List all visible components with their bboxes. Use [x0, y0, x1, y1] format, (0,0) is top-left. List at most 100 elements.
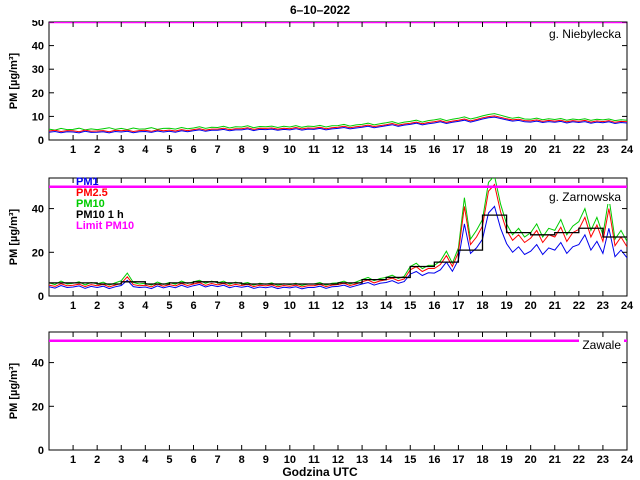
svg-text:23: 23 [597, 454, 609, 466]
svg-text:13: 13 [356, 300, 368, 312]
svg-text:17: 17 [452, 300, 464, 312]
svg-text:16: 16 [428, 300, 440, 312]
station-label-niebylecka: g. Niebylecka [545, 27, 624, 41]
svg-text:7: 7 [215, 144, 221, 156]
svg-text:2: 2 [94, 454, 100, 466]
x-axis-label: Godzina UTC [282, 465, 358, 479]
svg-text:0: 0 [38, 135, 44, 147]
svg-text:17: 17 [452, 454, 464, 466]
svg-text:0: 0 [38, 291, 44, 303]
svg-text:30: 30 [32, 64, 44, 76]
svg-text:10: 10 [284, 144, 296, 156]
y-axis-label-niebylecka: PM [µg/m³] [8, 52, 20, 110]
svg-text:3: 3 [118, 300, 124, 312]
svg-text:22: 22 [573, 300, 585, 312]
svg-text:3: 3 [118, 144, 124, 156]
svg-text:40: 40 [32, 204, 44, 216]
svg-text:6: 6 [190, 454, 196, 466]
svg-text:8: 8 [239, 144, 245, 156]
svg-text:1: 1 [70, 144, 76, 156]
svg-text:16: 16 [428, 454, 440, 466]
svg-text:5: 5 [166, 300, 172, 312]
svg-text:14: 14 [380, 144, 393, 156]
svg-text:1: 1 [70, 300, 76, 312]
svg-text:4: 4 [142, 454, 149, 466]
svg-text:10: 10 [32, 111, 44, 123]
svg-text:20: 20 [525, 454, 537, 466]
svg-text:23: 23 [597, 144, 609, 156]
svg-text:11: 11 [308, 144, 320, 156]
svg-text:5: 5 [166, 454, 172, 466]
svg-text:21: 21 [549, 454, 561, 466]
svg-text:15: 15 [404, 454, 416, 466]
svg-text:19: 19 [500, 144, 512, 156]
svg-text:3: 3 [118, 454, 124, 466]
svg-text:24: 24 [621, 144, 634, 156]
svg-text:20: 20 [525, 300, 537, 312]
legend-item-pm10: PM10 [76, 198, 105, 210]
svg-text:24: 24 [621, 300, 634, 312]
svg-text:12: 12 [332, 144, 344, 156]
station-label-zawale: Zawale [579, 338, 624, 352]
figure-title: 6–10–2022 [289, 3, 351, 17]
svg-text:20: 20 [525, 144, 537, 156]
svg-text:40: 40 [32, 358, 44, 370]
svg-text:9: 9 [263, 300, 269, 312]
svg-text:6: 6 [190, 144, 196, 156]
svg-text:18: 18 [476, 454, 488, 466]
svg-text:20: 20 [32, 401, 44, 413]
svg-text:11: 11 [308, 454, 320, 466]
svg-text:10: 10 [284, 454, 296, 466]
svg-text:18: 18 [476, 300, 488, 312]
svg-text:13: 13 [356, 144, 368, 156]
legend-item-pm1: PM1 [76, 176, 99, 188]
svg-text:40: 40 [32, 41, 44, 53]
svg-text:1: 1 [70, 454, 76, 466]
svg-text:0: 0 [38, 445, 44, 457]
svg-text:2: 2 [94, 144, 100, 156]
station-label-zarnowska: g. Zarnowska [545, 190, 624, 204]
svg-text:8: 8 [239, 454, 245, 466]
svg-text:9: 9 [263, 144, 269, 156]
legend-item-limit-pm10: Limit PM10 [76, 220, 135, 232]
svg-text:16: 16 [428, 144, 440, 156]
svg-text:17: 17 [452, 144, 464, 156]
legend: PM1 PM2.5 PM10 PM10 1 h Limit PM10 [76, 177, 134, 232]
svg-text:19: 19 [500, 300, 512, 312]
svg-text:21: 21 [549, 144, 561, 156]
svg-text:7: 7 [215, 300, 221, 312]
legend-item-pm10-1h: PM10 1 h [76, 209, 124, 221]
svg-text:13: 13 [356, 454, 368, 466]
svg-text:14: 14 [380, 300, 393, 312]
svg-text:21: 21 [549, 300, 561, 312]
svg-text:15: 15 [404, 300, 416, 312]
svg-text:15: 15 [404, 144, 416, 156]
y-axis-label-zarnowska: PM [µg/m³] [8, 208, 20, 266]
svg-text:23: 23 [597, 300, 609, 312]
svg-text:4: 4 [142, 300, 149, 312]
svg-text:22: 22 [573, 144, 585, 156]
svg-text:12: 12 [332, 454, 344, 466]
svg-text:8: 8 [239, 300, 245, 312]
svg-text:18: 18 [476, 144, 488, 156]
svg-text:2: 2 [94, 300, 100, 312]
svg-text:20: 20 [32, 88, 44, 100]
svg-text:5: 5 [166, 144, 172, 156]
svg-text:9: 9 [263, 454, 269, 466]
svg-text:20: 20 [32, 247, 44, 259]
svg-text:19: 19 [500, 454, 512, 466]
y-axis-label-zawale: PM [µg/m³] [8, 362, 20, 420]
svg-text:50: 50 [32, 20, 44, 29]
svg-text:12: 12 [332, 300, 344, 312]
svg-text:24: 24 [621, 454, 634, 466]
svg-text:6: 6 [190, 300, 196, 312]
svg-text:14: 14 [380, 454, 393, 466]
svg-text:11: 11 [308, 300, 320, 312]
svg-text:22: 22 [573, 454, 585, 466]
svg-text:4: 4 [142, 144, 149, 156]
svg-text:10: 10 [284, 300, 296, 312]
